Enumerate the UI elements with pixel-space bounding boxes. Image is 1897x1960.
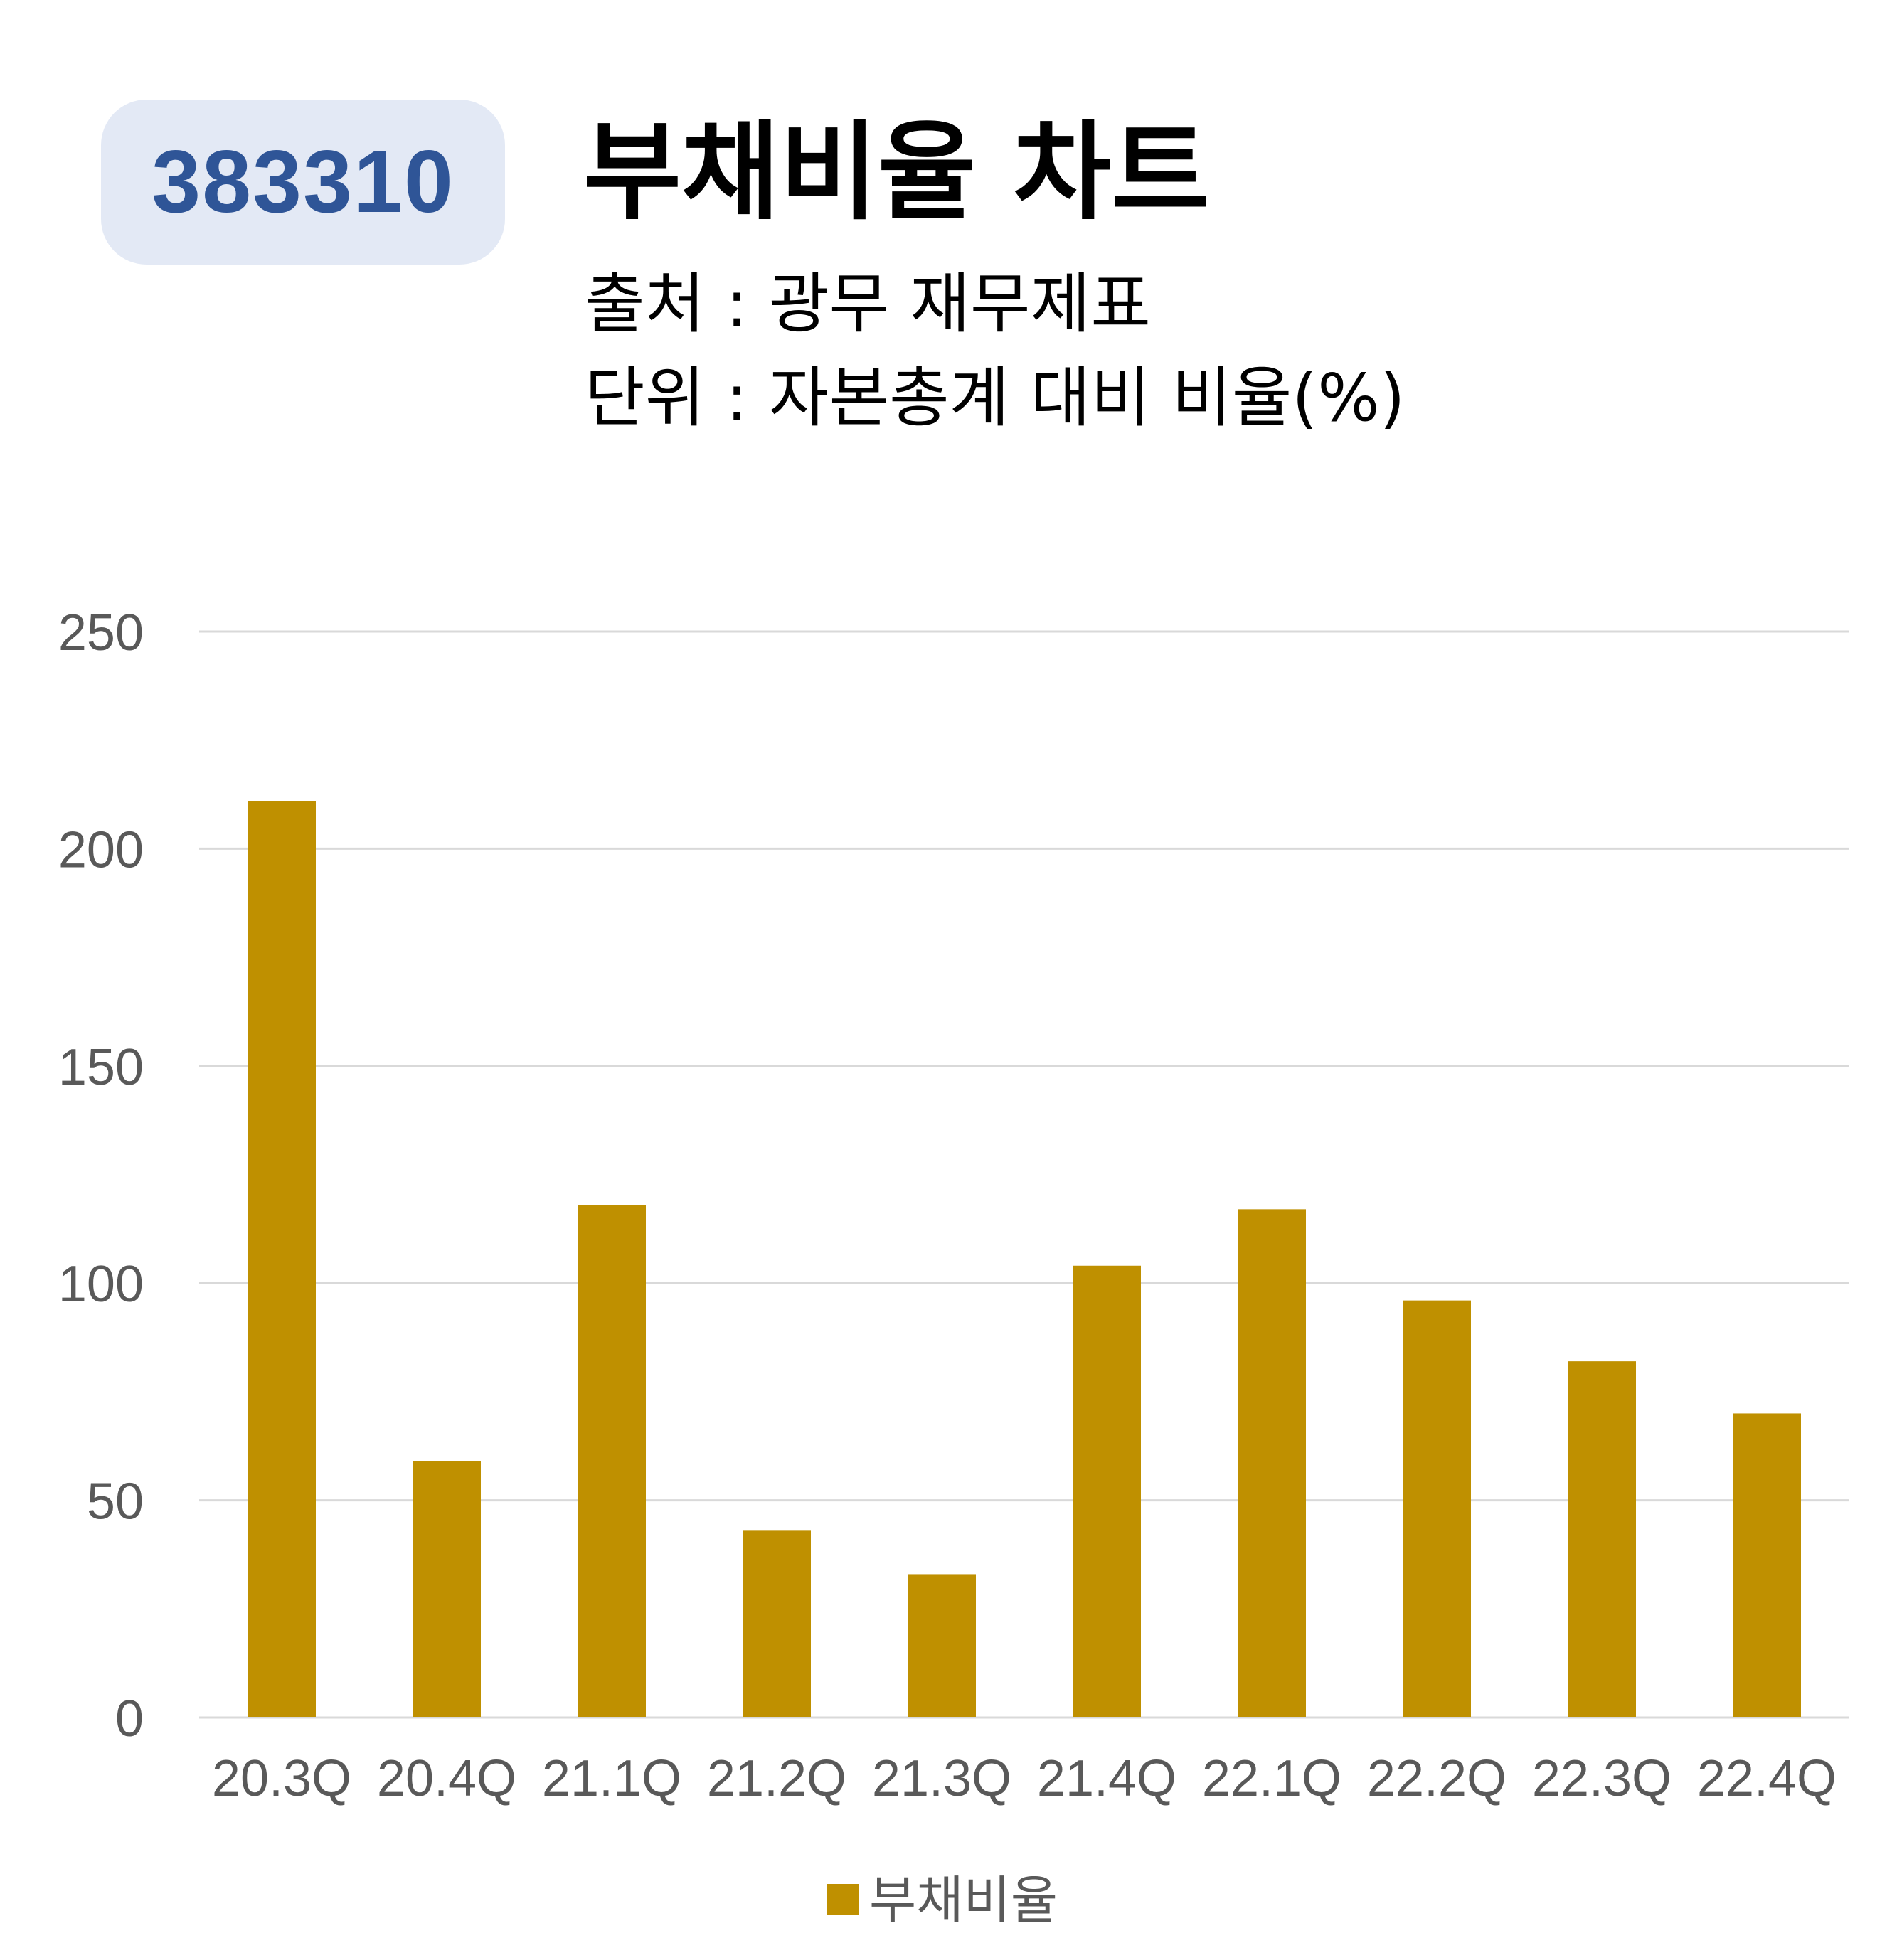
- x-tick-label: 20.4Q: [377, 1750, 516, 1807]
- bar-20.4Q: [413, 1461, 481, 1717]
- bar-21.1Q: [578, 1205, 646, 1717]
- bar-22.2Q: [1403, 1300, 1471, 1717]
- ticker-code: 383310: [152, 133, 455, 231]
- x-axis-ticks: 20.3Q 20.4Q 21.1Q 21.2Q 21.3Q 21.4Q 22.1Q 22.2Q…: [212, 1750, 1837, 1807]
- x-tick-label: 21.1Q: [542, 1750, 681, 1807]
- y-tick-label: 150: [58, 1039, 144, 1096]
- x-tick-label: 21.2Q: [707, 1750, 846, 1807]
- x-tick-label: 22.1Q: [1202, 1750, 1341, 1807]
- y-tick-label: 0: [115, 1690, 144, 1747]
- x-tick-label: 22.2Q: [1367, 1750, 1507, 1807]
- bar-22.4Q: [1733, 1413, 1801, 1717]
- legend: 부채비율: [827, 1870, 1058, 1930]
- y-tick-label: 250: [58, 604, 144, 661]
- y-tick-label: 50: [87, 1474, 144, 1530]
- legend-swatch: [827, 1884, 859, 1915]
- x-tick-label: 22.4Q: [1697, 1750, 1837, 1807]
- chart-title: 부채비율 차트: [583, 111, 1210, 235]
- ticker-badge: 383310: [101, 100, 505, 265]
- bar-21.3Q: [908, 1574, 976, 1717]
- legend-label: 부채비율: [869, 1870, 1058, 1930]
- unit-line: 단위 : 자본총계 대비 비율(%): [585, 360, 1406, 436]
- x-tick-label: 21.4Q: [1037, 1750, 1176, 1807]
- y-tick-label: 100: [58, 1256, 144, 1313]
- bar-22.3Q: [1568, 1361, 1636, 1717]
- bar-22.1Q: [1238, 1209, 1306, 1717]
- x-tick-label: 21.3Q: [872, 1750, 1011, 1807]
- bar-20.3Q: [248, 801, 316, 1717]
- source-line: 출처 : 광무 재무제표: [585, 266, 1151, 342]
- x-tick-label: 22.3Q: [1532, 1750, 1672, 1807]
- bars: [248, 801, 1801, 1717]
- bar-21.2Q: [743, 1530, 811, 1717]
- x-tick-label: 20.3Q: [212, 1750, 351, 1807]
- y-tick-label: 200: [58, 821, 144, 878]
- bar-21.4Q: [1073, 1265, 1141, 1717]
- y-axis-ticks: 0 50 100 150 200 250: [58, 604, 144, 1747]
